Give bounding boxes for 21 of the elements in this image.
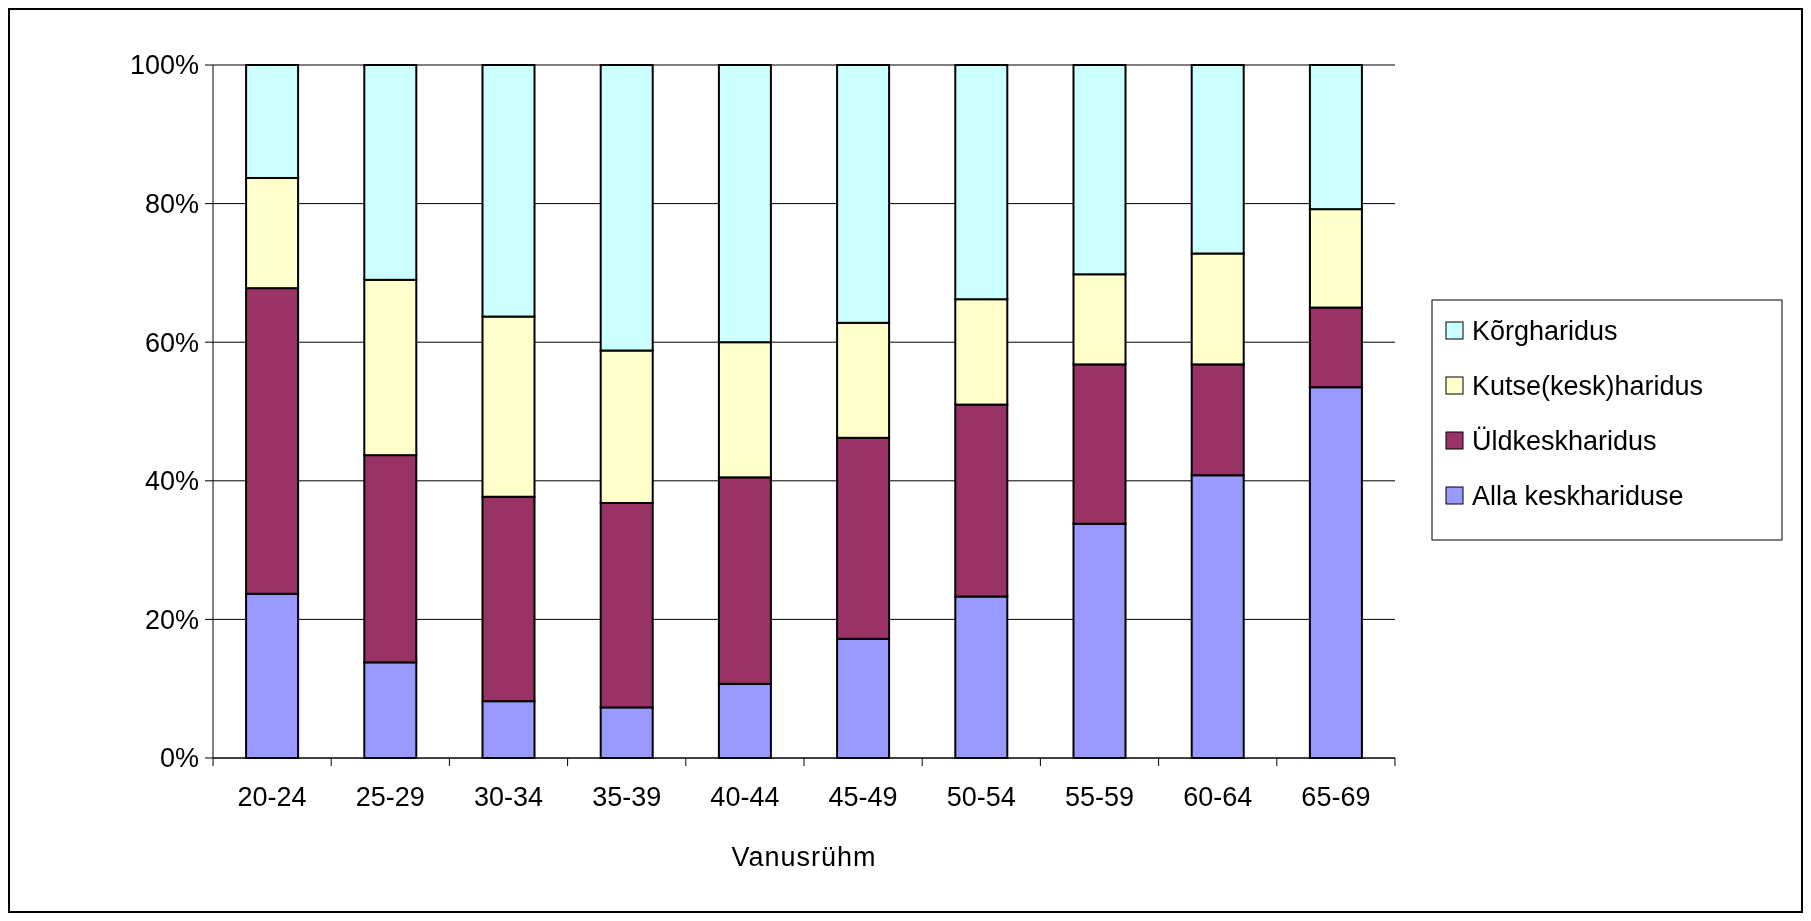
x-tick-label: 55-59 [1064,782,1135,812]
x-tick-label: 45-49 [828,782,898,812]
legend-label: Kutse(kesk)haridus [1472,371,1704,402]
x-tick-label: 60-64 [1183,782,1253,812]
y-tick-label: 0% [159,743,199,774]
y-tick-label: 100% [129,50,199,81]
x-tick-label: 40-44 [710,782,780,812]
x-tick-label: 65-69 [1301,782,1371,812]
y-tick-label: 40% [144,466,199,497]
x-tick-label: 30-34 [473,782,544,812]
x-tick-label: 50-54 [946,782,1016,812]
x-tick-label: 25-29 [355,782,425,812]
x-axis-title: Vanusrühm [731,842,877,872]
legend-label: Kõrgharidus [1472,316,1618,347]
y-tick-label: 20% [144,604,199,635]
x-tick-label: 20-24 [237,782,307,812]
x-tick-label: 35-39 [592,782,662,812]
y-tick-label: 80% [144,189,199,220]
y-tick-label: 60% [144,327,199,358]
legend-label: Alla keskhariduse [1472,481,1684,512]
legend-label: Üldkeskharidus [1472,426,1657,457]
